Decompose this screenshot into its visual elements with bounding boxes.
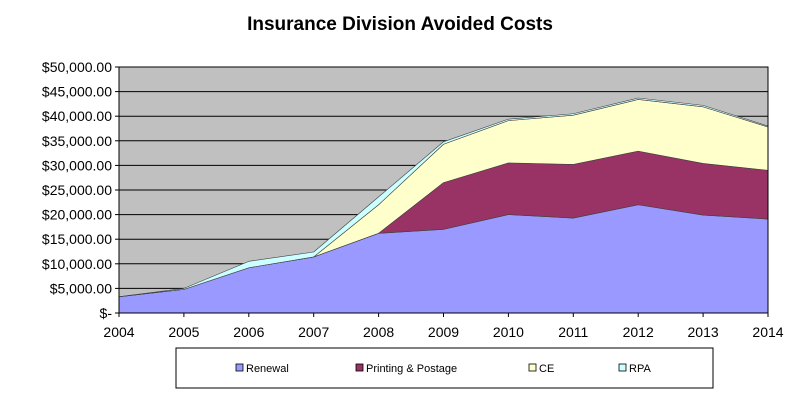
y-tick-label: $30,000.00 <box>42 157 112 173</box>
x-tick-label: 2012 <box>623 324 654 340</box>
legend-label-rpa: RPA <box>629 363 651 375</box>
y-tick-label: $20,000.00 <box>42 207 112 223</box>
y-tick-label: $10,000.00 <box>42 256 112 272</box>
y-tick-label: $50,000.00 <box>42 59 112 75</box>
x-tick-label: 2005 <box>168 324 199 340</box>
x-tick-label: 2009 <box>428 324 459 340</box>
x-tick-label: 2010 <box>493 324 524 340</box>
chart-title: Insurance Division Avoided Costs <box>247 14 553 35</box>
x-tick-label: 2008 <box>363 324 394 340</box>
legend-swatch-rpa <box>618 363 627 372</box>
y-tick-label: $40,000.00 <box>42 108 112 124</box>
x-tick-label: 2014 <box>752 324 783 340</box>
x-tick-label: 2006 <box>233 324 264 340</box>
legend-label-renewal: Renewal <box>246 363 289 375</box>
y-tick-label: $- <box>100 305 113 321</box>
y-tick-label: $45,000.00 <box>42 84 112 100</box>
x-tick-label: 2011 <box>558 324 588 340</box>
y-tick-label: $5,000.00 <box>50 280 112 296</box>
legend-swatch-renewal <box>235 363 244 372</box>
y-tick-label: $15,000.00 <box>42 231 112 247</box>
y-tick-label: $35,000.00 <box>42 133 112 149</box>
x-tick-label: 2007 <box>298 324 329 340</box>
legend-label-printing-postage: Printing & Postage <box>366 363 457 375</box>
y-tick-label: $25,000.00 <box>42 182 112 198</box>
x-tick-label: 2004 <box>103 324 134 340</box>
x-tick-label: 2013 <box>688 324 719 340</box>
legend-label-ce: CE <box>539 363 554 375</box>
legend-swatch-printing-postage <box>355 363 364 372</box>
legend-swatch-ce <box>528 363 537 372</box>
